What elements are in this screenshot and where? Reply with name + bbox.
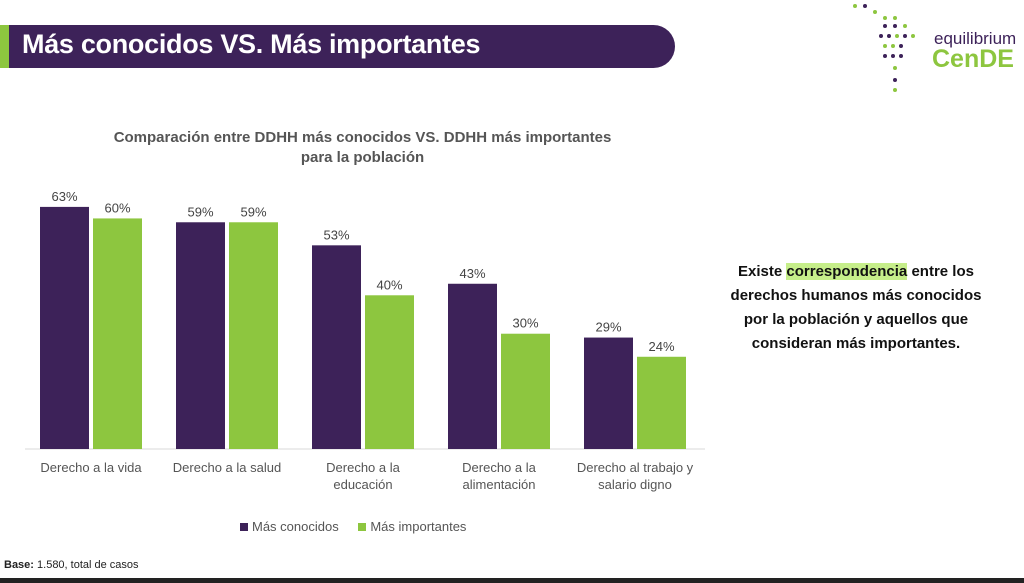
legend: Más conocidos Más importantes bbox=[240, 519, 466, 534]
bar bbox=[176, 222, 225, 449]
cende-logo-icon bbox=[853, 4, 915, 92]
logo-dot bbox=[893, 66, 897, 70]
note-text: Existe bbox=[738, 263, 787, 280]
bar bbox=[501, 333, 550, 449]
logo-dot bbox=[883, 44, 887, 48]
data-label: 53% bbox=[323, 227, 349, 242]
logo-dot bbox=[893, 88, 897, 92]
logo-dot bbox=[891, 54, 895, 58]
bar bbox=[40, 206, 89, 449]
legend-label: Más conocidos bbox=[252, 519, 339, 534]
data-label: 40% bbox=[376, 277, 402, 292]
bar bbox=[365, 295, 414, 449]
page-title: Más conocidos VS. Más importantes bbox=[22, 29, 481, 59]
logo-dot bbox=[893, 78, 897, 82]
logo-text-equilibrium: equilibrium bbox=[934, 29, 1017, 48]
data-label: 59% bbox=[187, 204, 213, 219]
logo-dot bbox=[891, 44, 895, 48]
logo-text-cende: CenDE bbox=[932, 45, 1014, 73]
bar bbox=[229, 222, 278, 449]
logo-dot bbox=[899, 44, 903, 48]
conclusion-note: Existe correspondencia entre los derecho… bbox=[726, 260, 986, 356]
category-label: Derecho a la educación bbox=[326, 460, 400, 492]
bar bbox=[584, 337, 633, 449]
logo-dot bbox=[895, 34, 899, 38]
bar bbox=[637, 356, 686, 449]
base-label: Base: bbox=[4, 559, 34, 571]
legend-label: Más importantes bbox=[370, 519, 467, 534]
logo-dot bbox=[903, 24, 907, 28]
data-label: 30% bbox=[512, 316, 538, 331]
legend-swatch bbox=[358, 523, 367, 531]
category-label: Derecho a la salud bbox=[172, 460, 282, 475]
legend-swatch bbox=[240, 523, 248, 531]
bar bbox=[93, 218, 142, 449]
logo-dot bbox=[883, 16, 887, 20]
legend-item-importantes: Más importantes bbox=[358, 519, 466, 534]
bar bbox=[312, 245, 361, 449]
note-text: entre los derechos humanos más conocidos… bbox=[730, 263, 982, 352]
logo-dot bbox=[873, 10, 877, 14]
logo-dot bbox=[879, 34, 883, 38]
logo-dot bbox=[887, 34, 891, 38]
category-label: Derecho a la vida bbox=[40, 460, 142, 475]
data-label: 60% bbox=[104, 200, 130, 215]
logo-dot bbox=[903, 34, 907, 38]
logo-dot bbox=[911, 34, 915, 38]
data-label: 29% bbox=[595, 320, 621, 335]
category-label: Derecho al trabajo y salario digno bbox=[576, 460, 694, 492]
logo-dot bbox=[883, 24, 887, 28]
note-highlight: correspondencia bbox=[786, 263, 908, 280]
data-label: 63% bbox=[51, 189, 77, 204]
logo-dot bbox=[853, 4, 857, 8]
logo-dot bbox=[893, 24, 897, 28]
chart-title: Comparación entre DDHH más conocidos VS.… bbox=[113, 129, 612, 166]
base-text: 1.580, total de casos bbox=[33, 559, 139, 571]
logo-dot bbox=[883, 54, 887, 58]
logo-dot bbox=[899, 54, 903, 58]
logo-dot bbox=[893, 16, 897, 20]
logo-dot bbox=[863, 4, 867, 8]
data-label: 24% bbox=[648, 339, 674, 354]
base-note: Base: 1.580, total de casos bbox=[4, 559, 139, 571]
title-bar bbox=[0, 25, 675, 68]
legend-item-conocidos: Más conocidos bbox=[240, 519, 339, 534]
bottom-bar bbox=[0, 578, 1024, 583]
bar bbox=[448, 283, 497, 449]
category-label: Derecho a la alimentación bbox=[462, 460, 536, 492]
bar-chart: 63% 60% 59% 59% 53% 40% 43% 30% 29% 24% bbox=[25, 189, 705, 450]
data-label: 59% bbox=[240, 204, 266, 219]
data-label: 43% bbox=[459, 266, 485, 281]
title-accent-stripe bbox=[0, 25, 9, 68]
